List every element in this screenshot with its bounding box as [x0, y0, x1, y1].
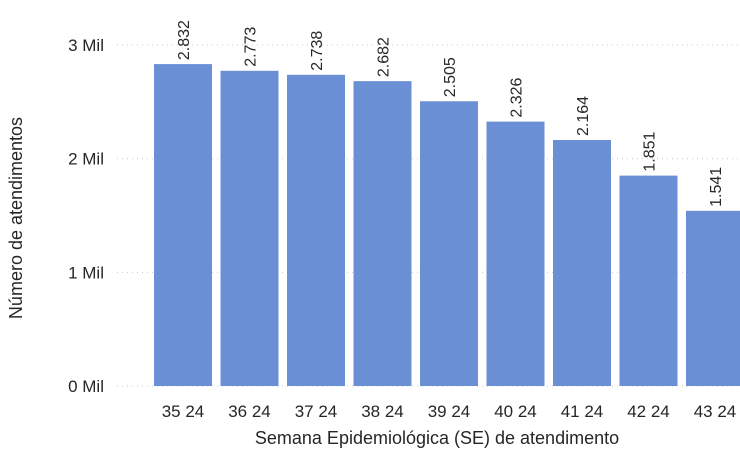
x-tick-label: 40 24 — [494, 402, 537, 421]
y-tick-label: 3 Mil — [68, 36, 104, 55]
y-tick-label: 1 Mil — [68, 263, 104, 282]
bar — [353, 81, 412, 387]
bars — [154, 64, 740, 387]
x-tick-label: 41 24 — [561, 402, 604, 421]
data-label: 1.851 — [642, 131, 659, 171]
x-tick-label: 38 24 — [361, 402, 404, 421]
data-labels: 2.832 2.773 2.738 2.682 2.505 2.326 2.164 1.851… — [176, 20, 725, 207]
x-tick-label: 39 24 — [428, 402, 471, 421]
data-label: 2.505 — [442, 57, 459, 97]
data-label: 2.326 — [509, 77, 526, 117]
y-axis-ticks: 0 Mil 1 Mil 2 Mil 3 Mil — [68, 36, 104, 396]
y-tick-label: 2 Mil — [68, 150, 104, 169]
data-label: 2.773 — [243, 27, 260, 67]
bar — [686, 210, 740, 386]
data-label: 2.738 — [309, 31, 326, 71]
bar — [619, 175, 678, 386]
data-label: 1.541 — [708, 167, 725, 207]
bar — [220, 70, 279, 386]
y-axis-title: Número de atendimentos — [6, 117, 26, 319]
bar — [486, 121, 545, 387]
x-axis-title: Semana Epidemiológica (SE) de atendiment… — [255, 428, 619, 448]
data-label: 2.832 — [176, 20, 193, 60]
bar — [287, 74, 345, 386]
x-tick-label: 35 24 — [162, 402, 205, 421]
x-tick-label: 43 24 — [694, 402, 737, 421]
data-label: 2.164 — [575, 96, 592, 136]
x-tick-label: 42 24 — [627, 402, 670, 421]
bar — [553, 140, 611, 386]
bar — [420, 101, 478, 386]
y-tick-label: 0 Mil — [68, 377, 104, 396]
x-tick-label: 37 24 — [295, 402, 338, 421]
bar — [154, 64, 212, 386]
x-axis-ticks: 35 24 36 24 37 24 38 24 39 24 40 24 41 24 42 24… — [162, 402, 737, 421]
data-label: 2.682 — [376, 37, 393, 77]
x-tick-label: 36 24 — [228, 402, 271, 421]
